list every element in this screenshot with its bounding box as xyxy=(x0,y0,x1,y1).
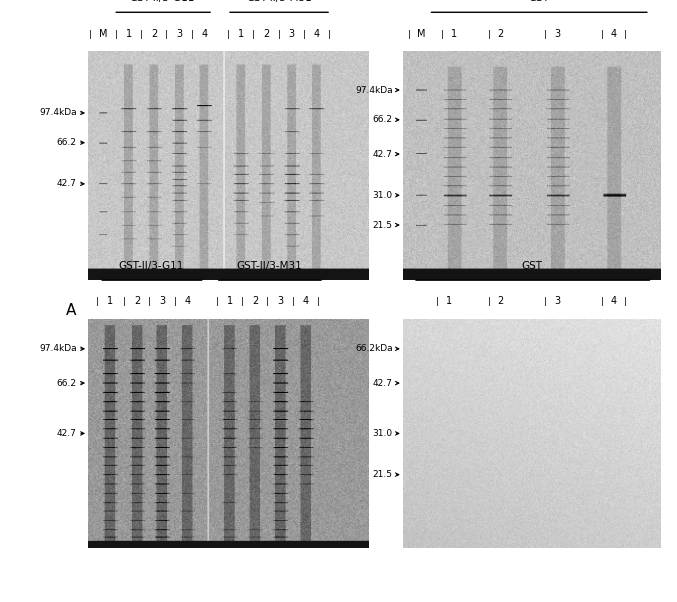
Text: 21.5: 21.5 xyxy=(372,470,393,479)
Text: 4: 4 xyxy=(611,28,617,39)
Text: 97.4kDa: 97.4kDa xyxy=(39,344,77,353)
Text: M: M xyxy=(416,28,425,39)
Text: 97.4kDa: 97.4kDa xyxy=(39,108,77,117)
Text: 2: 2 xyxy=(151,28,157,39)
Text: GST-II/3-G11: GST-II/3-G11 xyxy=(118,261,184,271)
Text: |: | xyxy=(165,29,168,39)
Text: 97.4kDa: 97.4kDa xyxy=(355,85,393,95)
Text: |: | xyxy=(241,297,244,306)
Text: 3: 3 xyxy=(288,28,294,39)
Text: 3: 3 xyxy=(554,28,561,39)
Text: 4: 4 xyxy=(611,296,617,306)
Text: 2: 2 xyxy=(498,296,504,306)
Text: GST-II/3-G11: GST-II/3-G11 xyxy=(130,0,195,3)
Text: |: | xyxy=(624,29,627,39)
Text: 3: 3 xyxy=(554,296,561,306)
Text: 1: 1 xyxy=(227,296,233,306)
Text: 1: 1 xyxy=(238,28,244,39)
Text: 1: 1 xyxy=(108,296,114,306)
Text: |: | xyxy=(303,29,306,39)
Text: 3: 3 xyxy=(278,296,284,306)
Text: 21.5: 21.5 xyxy=(372,220,393,229)
Text: |: | xyxy=(278,29,280,39)
Text: A: A xyxy=(66,303,76,318)
Text: |: | xyxy=(408,29,411,39)
Text: 2: 2 xyxy=(252,296,259,306)
Text: 42.7: 42.7 xyxy=(372,150,393,158)
Text: 2: 2 xyxy=(134,296,140,306)
Text: |: | xyxy=(624,297,627,306)
Text: |: | xyxy=(140,29,143,39)
Text: |: | xyxy=(216,297,219,306)
Text: 3: 3 xyxy=(159,296,165,306)
Text: |: | xyxy=(174,297,177,306)
Text: |: | xyxy=(600,29,604,39)
Text: |: | xyxy=(89,29,92,39)
Text: |: | xyxy=(96,297,100,306)
Text: |: | xyxy=(292,297,294,306)
Text: 42.7: 42.7 xyxy=(57,429,77,438)
Text: 4: 4 xyxy=(185,296,191,306)
Text: 3: 3 xyxy=(176,28,182,39)
Text: 66.2: 66.2 xyxy=(57,379,77,388)
Text: |: | xyxy=(436,297,439,306)
Text: |: | xyxy=(123,297,126,306)
Text: 4: 4 xyxy=(303,296,309,306)
Text: |: | xyxy=(600,297,604,306)
Text: |: | xyxy=(148,297,151,306)
Text: 1: 1 xyxy=(446,296,452,306)
Text: 66.2: 66.2 xyxy=(372,116,393,124)
Text: 42.7: 42.7 xyxy=(57,179,77,188)
Text: |: | xyxy=(544,297,547,306)
Text: |: | xyxy=(544,29,547,39)
Text: M: M xyxy=(100,28,108,39)
Text: |: | xyxy=(441,29,444,39)
Text: |: | xyxy=(114,29,118,39)
Text: 31.0: 31.0 xyxy=(372,429,393,438)
Text: GST-II/3-M31: GST-II/3-M31 xyxy=(236,261,302,271)
Text: 4: 4 xyxy=(314,28,320,39)
Text: |: | xyxy=(328,29,331,39)
Text: GST: GST xyxy=(521,261,542,271)
Text: 1: 1 xyxy=(451,28,458,39)
Text: 2: 2 xyxy=(263,28,269,39)
Text: |: | xyxy=(317,297,320,306)
Text: GST-II/3-M31: GST-II/3-M31 xyxy=(246,0,312,3)
Text: 66.2: 66.2 xyxy=(57,138,77,147)
Text: GST: GST xyxy=(529,0,550,3)
Text: 42.7: 42.7 xyxy=(372,379,393,388)
Text: |: | xyxy=(266,297,269,306)
Text: 31.0: 31.0 xyxy=(372,191,393,200)
Text: 66.2kDa: 66.2kDa xyxy=(355,344,393,353)
Text: |: | xyxy=(487,297,490,306)
Text: |: | xyxy=(253,29,255,39)
Text: 4: 4 xyxy=(202,28,208,39)
Text: |: | xyxy=(190,29,194,39)
Text: |: | xyxy=(487,29,490,39)
Text: 2: 2 xyxy=(498,28,504,39)
Text: |: | xyxy=(227,29,230,39)
Text: 1: 1 xyxy=(126,28,132,39)
